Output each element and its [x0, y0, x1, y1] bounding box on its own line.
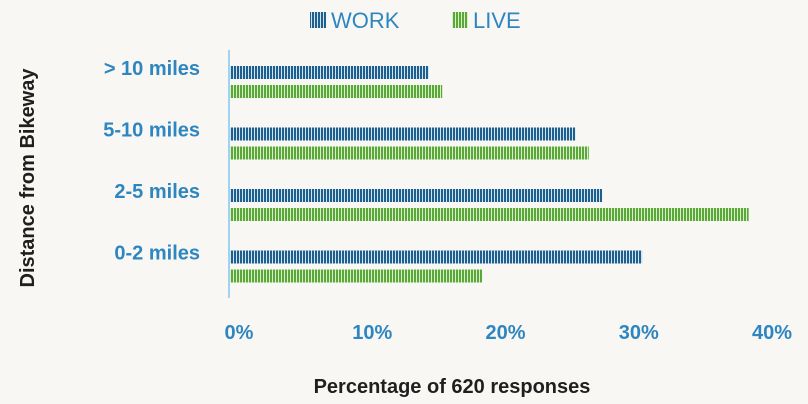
bar-work: [230, 127, 576, 141]
x-tick-label: 30%: [619, 322, 659, 344]
category-labels: > 10 miles 5-10 miles 2-5 miles 0-2 miles: [103, 58, 200, 265]
category-label: 5-10 miles: [103, 120, 200, 142]
legend-label-work: WORK: [331, 8, 400, 33]
y-axis-title: Distance from Bikeway: [17, 68, 39, 288]
bar-work: [230, 250, 643, 264]
bar-live: [230, 269, 483, 283]
x-tick-labels: 0% 10% 20% 30% 40%: [225, 322, 793, 344]
legend-swatch-live: [452, 12, 468, 28]
bar-work: [230, 189, 603, 202]
x-axis-title: Percentage of 620 responses: [314, 376, 591, 398]
bar-work: [230, 66, 429, 79]
legend-label-live: LIVE: [473, 8, 521, 33]
category-label: 0-2 miles: [114, 243, 200, 265]
x-tick-label: 10%: [352, 322, 392, 344]
category-label: 2-5 miles: [114, 181, 200, 203]
legend-swatch-work: [310, 12, 326, 28]
legend-item-live: LIVE: [452, 8, 521, 33]
bars: [230, 66, 749, 283]
x-tick-label: 20%: [485, 322, 525, 344]
x-tick-label: 40%: [752, 322, 792, 344]
legend: WORK LIVE: [310, 8, 521, 33]
legend-item-work: WORK: [310, 8, 400, 33]
bar-live: [230, 208, 749, 221]
x-tick-label: 0%: [225, 322, 254, 344]
bar-live: [230, 85, 443, 98]
category-label: > 10 miles: [104, 58, 200, 80]
bar-live: [230, 146, 589, 160]
